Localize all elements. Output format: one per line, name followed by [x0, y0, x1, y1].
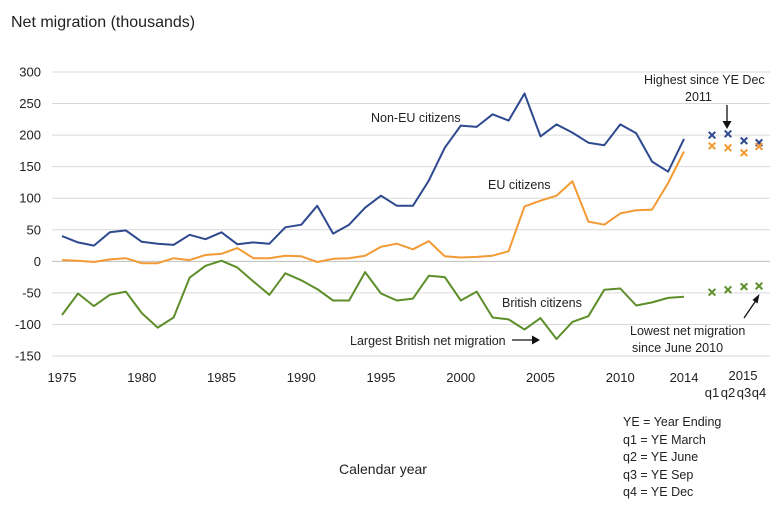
- x-tick-label: 2005: [526, 370, 555, 385]
- quarter-markers: [707, 129, 764, 297]
- quarter-marker: [739, 136, 749, 145]
- y-tick-label: 150: [19, 159, 41, 174]
- marker-stroke: [739, 282, 749, 291]
- quarter-year-label: 2015: [729, 368, 758, 383]
- annotation-largest-british: Largest British net migration: [350, 334, 506, 348]
- marker-stroke: [707, 131, 717, 140]
- x-tick-label: 2000: [446, 370, 475, 385]
- x-tick-label: 1990: [287, 370, 316, 385]
- marker-stroke: [723, 143, 733, 152]
- series-label: British citizens: [502, 296, 582, 310]
- annotation-highest: Highest since YE Dec: [644, 73, 765, 87]
- annotation-lowest: since June 2010: [632, 341, 723, 355]
- annotation-arrow: [743, 298, 758, 319]
- legend-line-q1: q1 = YE March: [623, 432, 706, 447]
- x-tick-label: 2010: [606, 370, 635, 385]
- series-labels: Non-EU citizens EU citizens British citize…: [371, 111, 582, 310]
- marker-stroke: [739, 148, 749, 157]
- marker-stroke: [707, 288, 717, 297]
- quarter-marker: [723, 143, 733, 152]
- marker-stroke: [707, 141, 717, 150]
- x-tick-label: 2014: [670, 370, 699, 385]
- marker-stroke: [723, 285, 733, 294]
- quarter-tick-label: q3: [737, 385, 751, 400]
- quarter-legend: YE = Year Ending q1 = YE March q2 = YE J…: [623, 414, 721, 502]
- x-axis-ticks: 1975 1980 1985 1990 1995 2000 2005 2010 2014 2015…: [48, 368, 767, 400]
- quarter-tick-label: q2: [721, 385, 735, 400]
- series-line: [61, 259, 685, 340]
- quarter-marker: [723, 285, 733, 294]
- marker-stroke: [754, 281, 764, 290]
- quarter-tick-label: q1: [705, 385, 719, 400]
- x-tick-label: 1980: [127, 370, 156, 385]
- y-tick-label: -50: [22, 285, 41, 300]
- series-line: [61, 92, 685, 247]
- annotation-arrowhead: [722, 121, 732, 129]
- series-line: [61, 151, 685, 265]
- x-tick-label: 1975: [48, 370, 77, 385]
- annotations: Highest since YE Dec 2011 Largest British …: [350, 73, 765, 355]
- y-tick-label: 50: [27, 222, 41, 237]
- quarter-marker: [707, 288, 717, 297]
- legend-line-q2: q2 = YE June: [623, 450, 699, 465]
- annotation-arrowhead: [532, 335, 540, 345]
- x-tick-label: 1985: [207, 370, 236, 385]
- y-tick-label: 0: [34, 254, 41, 269]
- annotation-lowest: Lowest net migration: [630, 324, 745, 338]
- series-label: EU citizens: [488, 178, 551, 192]
- quarter-marker: [739, 148, 749, 157]
- marker-stroke: [723, 129, 733, 138]
- chart-title: Net migration (thousands): [11, 14, 195, 31]
- quarter-marker: [723, 129, 733, 138]
- quarter-tick-label: q4: [752, 385, 766, 400]
- x-axis-title: Calendar year: [339, 461, 427, 477]
- y-tick-label: 100: [19, 191, 41, 206]
- legend-line-q4: q4 = YE Dec: [623, 485, 694, 500]
- y-tick-label: -100: [15, 317, 41, 332]
- annotation-arrowhead: [752, 294, 760, 304]
- annotation-highest: 2011: [685, 90, 712, 104]
- quarter-marker: [739, 282, 749, 291]
- y-axis-ticks: 300 250 200 150 100 50 0 -50 -100 -150: [15, 65, 41, 364]
- legend-line-q3: q3 = YE Sep: [623, 467, 694, 482]
- y-tick-label: 200: [19, 128, 41, 143]
- quarter-marker: [707, 131, 717, 140]
- y-tick-label: 250: [19, 96, 41, 111]
- gridlines: [52, 71, 770, 357]
- quarter-marker: [754, 142, 764, 151]
- marker-stroke: [754, 142, 764, 151]
- y-tick-label: -150: [15, 349, 41, 364]
- y-tick-label: 300: [19, 65, 41, 80]
- series-lines: [61, 92, 685, 340]
- quarter-marker: [707, 141, 717, 150]
- series-label: Non-EU citizens: [371, 111, 461, 125]
- legend-line-ye: YE = Year Ending: [623, 415, 722, 429]
- quarter-marker: [754, 281, 764, 290]
- x-tick-label: 1995: [367, 370, 396, 385]
- marker-stroke: [739, 136, 749, 145]
